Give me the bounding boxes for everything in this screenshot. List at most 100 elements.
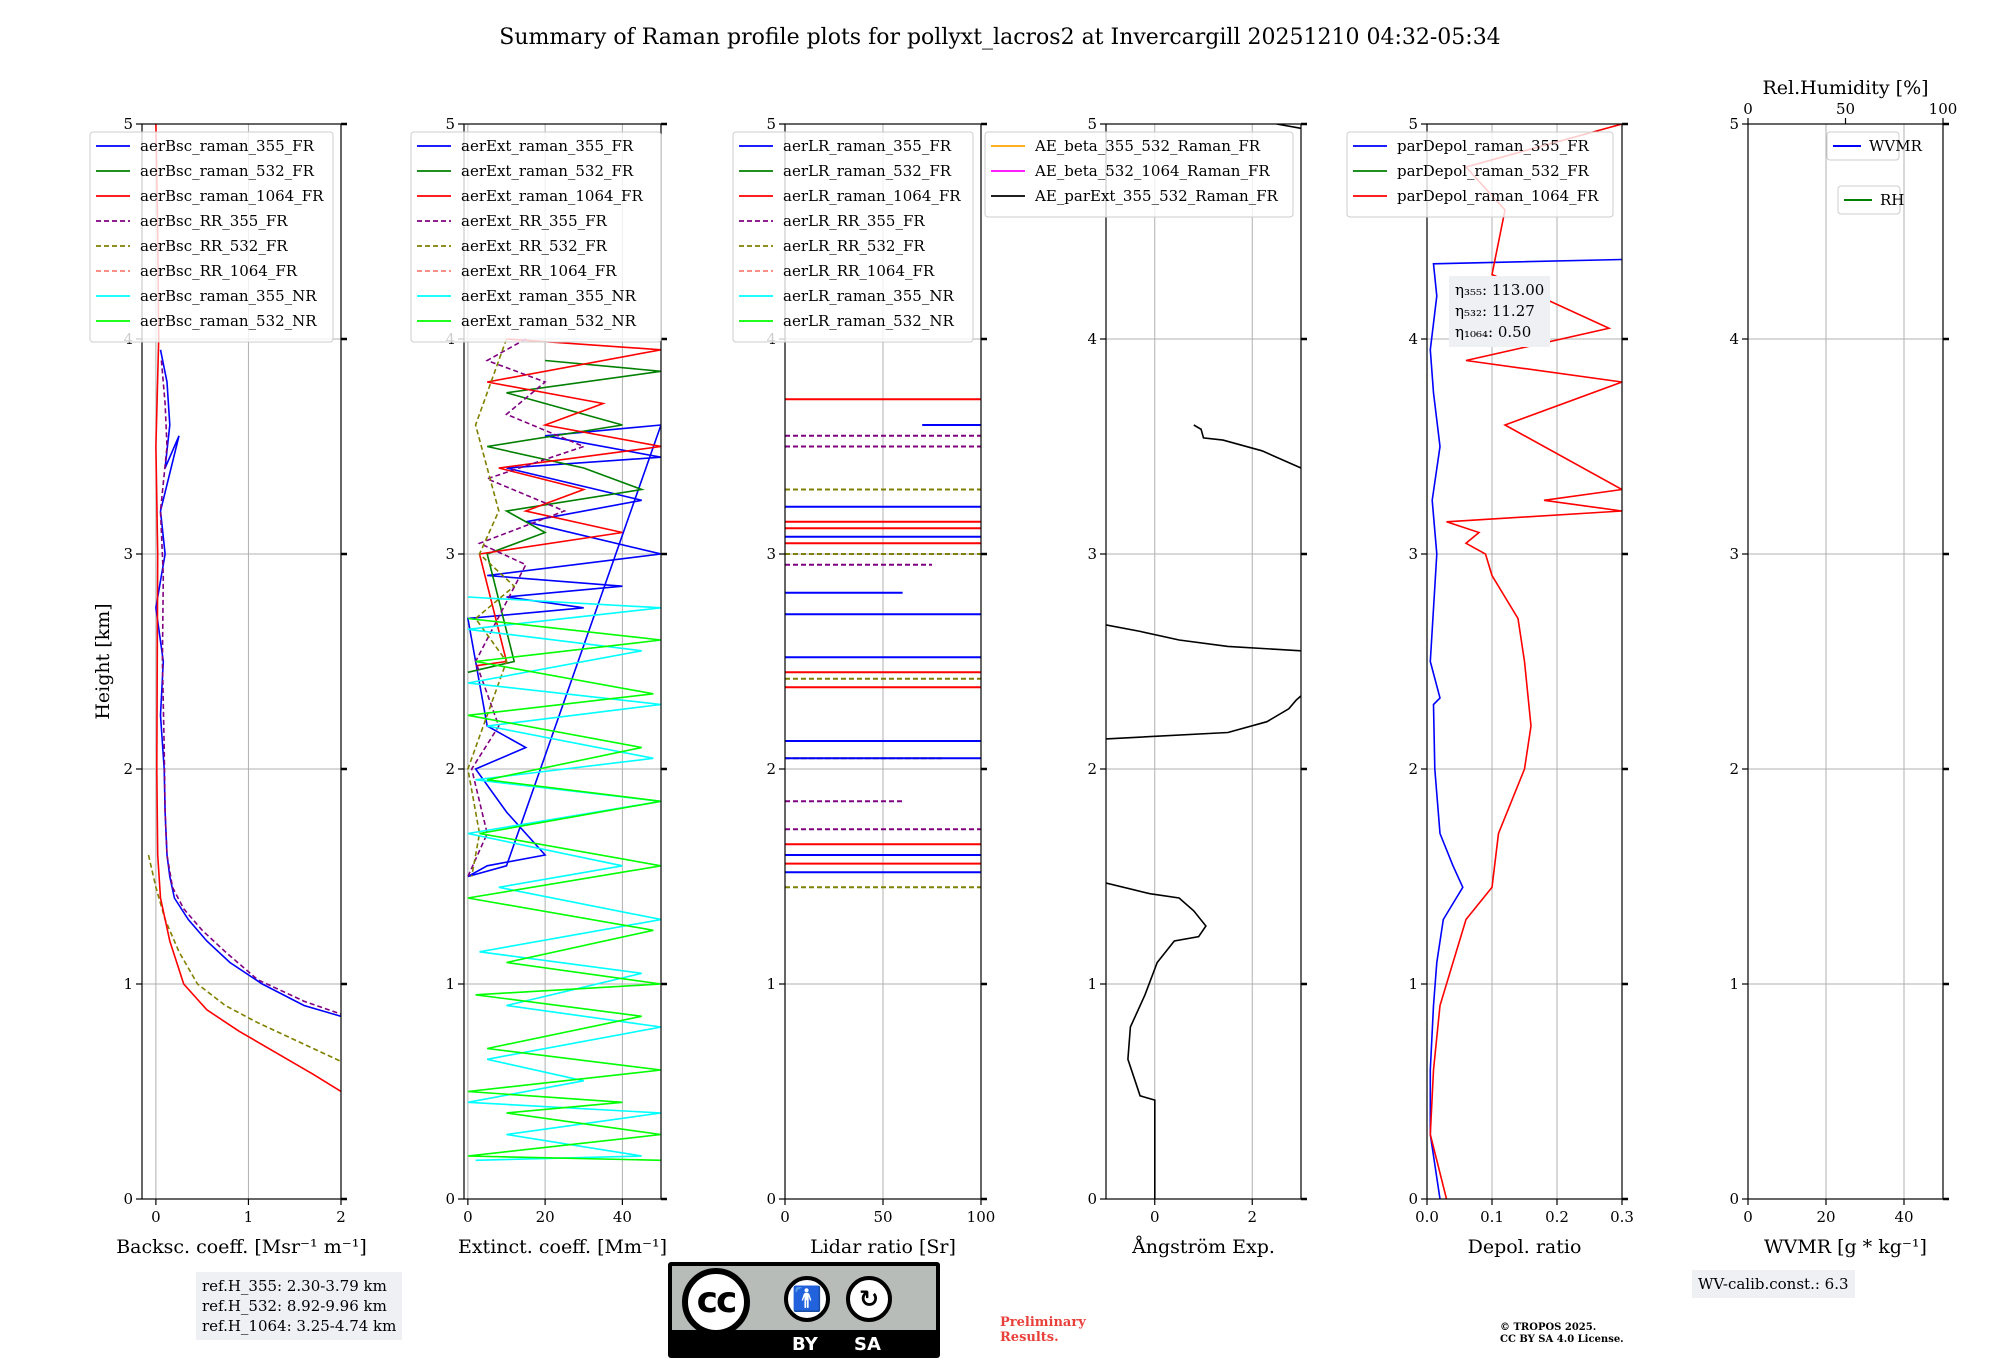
copyright-line-2: CC BY SA 4.0 License. [1500,1334,1624,1345]
series-line-aerExt_raman_355_FR [466,424,661,878]
x-axis-label: WVMR [g * kg⁻¹] [1764,1236,1927,1258]
plot-frame [1105,123,1302,1200]
legend-label: aerExt_RR_355_FR [461,212,608,230]
y-tick-label: 4 [1408,330,1418,348]
eta-box: η₃₅₅: 113.00 η₅₃₂: 11.27 η₁₀₆₄: 0.50 [1449,276,1551,347]
plot-area [1106,124,1301,1199]
license-by-label: BY [792,1334,818,1355]
x-tick-label: 0 [1743,1208,1753,1226]
legend-label: aerLR_raman_355_FR [783,137,952,155]
series-line-AE_parExt_355_532_Raman_FR [1106,882,1207,1199]
series-line-AE_parExt_355_532_Raman_FR [1193,424,1301,469]
legend-label: aerLR_RR_532_FR [783,237,925,255]
attribution-icon: 🚹 [784,1276,830,1322]
x-tick-label: 1 [244,1208,254,1226]
figure-title: Summary of Raman profile plots for polly… [499,25,1500,50]
legend-box [984,131,1294,218]
y-tick-label: 3 [445,545,455,563]
x-tick-label: 0 [780,1208,790,1226]
ref-h-1064: ref.H_1064: 3.25-4.74 km [202,1317,397,1335]
x-tick-label: 0.3 [1610,1208,1634,1226]
x-tick-label: 0 [1150,1208,1160,1226]
legend-label: AE_beta_532_1064_Raman_FR [1034,162,1270,180]
legend-label: aerExt_raman_532_FR [461,162,634,180]
y-tick-label: 2 [445,760,455,778]
plot-area [147,124,341,1093]
series-line-parDepol_raman_355_FR [1429,258,1622,1199]
y-tick-label: 2 [766,760,776,778]
cc-icon: cc [682,1268,750,1336]
eta-355: η₃₅₅: 113.00 [1455,281,1545,299]
preliminary-line-2: Results. [1000,1330,1059,1345]
plot-area [466,338,661,1162]
y-tick-label: 5 [766,115,776,133]
y-tick-label: 3 [1408,545,1418,563]
y-tick-label: 5 [1087,115,1097,133]
legend-label: aerBsc_raman_532_FR [140,162,315,180]
legend-label: AE_parExt_355_532_Raman_FR [1034,187,1279,205]
legend-label: aerLR_raman_355_NR [783,287,954,305]
eta-532: η₅₃₂: 11.27 [1455,302,1535,320]
x-axis-label: Ångström Exp. [1131,1236,1275,1258]
series-line-aerExt_RR_355_FR [467,338,586,877]
x-tick-label: 40 [613,1208,632,1226]
legend-box [1346,131,1614,218]
y-tick-label: 2 [1408,760,1418,778]
y-tick-label: 3 [1729,545,1739,563]
series-line-aerExt_raman_532_NR [467,617,661,1162]
legend-label: aerExt_RR_532_FR [461,237,608,255]
legend-label: aerBsc_raman_355_FR [140,137,315,155]
y-tick-label: 3 [123,545,133,563]
legend-label: RH [1880,191,1904,209]
y-tick-label: 4 [1087,330,1097,348]
series-line-aerExt_RR_532_FR [467,338,516,877]
panel-extinction: 01234502040Extinct. coeff. [Mm⁻¹]aerExt_… [410,115,667,1258]
x-tick-label: 40 [1894,1208,1913,1226]
legend-label: WVMR [1869,137,1923,155]
x-tick-label: 0 [463,1208,473,1226]
legend-label: parDepol_raman_1064_FR [1397,187,1599,205]
legend-label: parDepol_raman_532_FR [1397,162,1590,180]
series-line-AE_parExt_355_532_Raman_FR [1276,124,1301,130]
y-tick-label: 3 [1087,545,1097,563]
plot-frame [1426,123,1623,1200]
wv-calib-const: WV-calib.const.: 6.3 [1698,1275,1849,1293]
y-tick-label: 1 [766,975,776,993]
preliminary-line-1: Preliminary [1000,1315,1086,1330]
legend-label: aerBsc_raman_1064_FR [140,187,324,205]
y-tick-label: 5 [445,115,455,133]
y-tick-label: 0 [445,1190,455,1208]
legend-label: aerExt_RR_1064_FR [461,262,617,280]
y-tick-label: 4 [1729,330,1739,348]
legend-label: AE_beta_355_532_Raman_FR [1034,137,1261,155]
preliminary-note: Preliminary Results. [1000,1315,1086,1345]
y-tick-label: 0 [1087,1190,1097,1208]
x-tick-label: 0.0 [1415,1208,1439,1226]
legend-label: aerLR_raman_1064_FR [783,187,961,205]
panel-depol: 0 1 2 3 4 5 0.0 0.1 0.2 0.3 Depol. ratio parDepol_r… [1346,115,1634,1258]
legend-box [410,131,662,343]
y-tick-label: 5 [123,115,133,133]
top-x-tick-label: 50 [1836,100,1855,118]
x-tick-label: 0.1 [1480,1208,1504,1226]
series-line-AE_parExt_355_532_Raman_FR [1106,624,1301,652]
x-axis-label: Depol. ratio [1468,1236,1582,1258]
x-axis-label: Lidar ratio [Sr] [810,1236,956,1258]
legend-box [732,131,974,343]
ref-h-532: ref.H_532: 8.92-9.96 km [202,1297,387,1315]
top-x-tick-label: 0 [1743,100,1753,118]
copyright-line-1: © TROPOS 2025. [1500,1322,1597,1333]
y-tick-label: 2 [1729,760,1739,778]
legend-label: aerExt_raman_1064_FR [461,187,643,205]
legend-label: aerExt_raman_355_FR [461,137,634,155]
license-sa-label: SA [854,1334,881,1355]
y-axis-label: Height [km] [92,603,114,719]
legend-box [1826,131,1900,161]
y-tick-label: 2 [1087,760,1097,778]
x-tick-label: 20 [1816,1208,1835,1226]
cc-license-badge: cc 🚹 ↻ BY SA [668,1262,940,1358]
plot-area [785,398,981,889]
share-alike-icon: ↻ [846,1276,892,1322]
legend-label: aerLR_RR_1064_FR [783,262,935,280]
